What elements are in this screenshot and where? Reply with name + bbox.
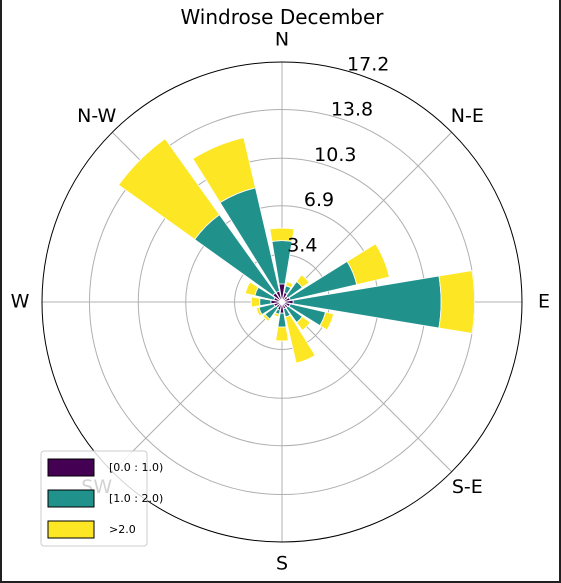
bars-layer <box>118 137 475 364</box>
outer-axis-circle <box>41 61 523 543</box>
grid-spoke-1 <box>281 131 453 303</box>
bar-sector-9-bin-2 <box>273 312 280 318</box>
bar-sector-15-bin-2 <box>192 137 256 204</box>
bar-sector-2-bin-2 <box>296 274 310 288</box>
bar-sector-1-bin-2 <box>285 281 294 289</box>
bar-sector-13-bin-2 <box>244 281 259 297</box>
legend-swatch-2 <box>47 520 95 539</box>
bar-sector-12-bin-2 <box>250 296 261 308</box>
radial-tick-labels: 3.4 6.9 10.3 13.8 17.2 <box>287 54 389 257</box>
bar-sector-5-bin-2 <box>319 311 335 331</box>
grid-spoke-5 <box>111 301 283 473</box>
direction-labels: NN-EES-ESSWWN-W <box>11 29 550 575</box>
direction-label-s: S <box>276 553 288 575</box>
frame-border-right <box>559 0 561 583</box>
legend-swatch-0 <box>47 458 95 477</box>
direction-label-n: N <box>275 29 289 51</box>
legend-swatch-1 <box>47 489 95 508</box>
radial-tick-label: 13.8 <box>331 98 373 120</box>
bar-sector-10-bin-2 <box>262 313 271 322</box>
bar-sector-6-bin-2 <box>296 316 311 331</box>
legend-label-1: [1.0 : 2.0) <box>109 492 163 505</box>
radial-tick-label: 10.3 <box>314 144 356 166</box>
chart-title: Windrose December <box>180 5 384 29</box>
bar-sector-11-bin-2 <box>255 306 263 317</box>
radial-tick-label: 17.2 <box>347 54 389 76</box>
radial-tick-label: 3.4 <box>287 235 317 257</box>
bar-sector-4-bin-2 <box>438 270 475 334</box>
frame-border-left <box>0 0 2 583</box>
bar-sector-0-bin-2 <box>269 227 295 242</box>
radial-tick-label: 6.9 <box>304 189 334 211</box>
direction-label-w: W <box>11 291 30 313</box>
direction-label-s-e: S-E <box>452 476 483 498</box>
bar-sector-7-bin-2 <box>284 314 316 364</box>
bar-sector-14-bin-2 <box>118 138 221 241</box>
frame-border-bottom <box>0 581 561 583</box>
direction-label-e: E <box>538 291 550 313</box>
bar-sector-3-bin-2 <box>346 243 390 286</box>
grid-spoke-3 <box>281 301 453 473</box>
direction-label-n-w: N-W <box>77 105 116 127</box>
bar-sector-8-bin-2 <box>275 326 289 342</box>
legend-label-0: [0.0 : 1.0) <box>109 461 163 474</box>
legend-label-2: >2.0 <box>109 523 136 536</box>
direction-label-n-e: N-E <box>451 105 484 127</box>
legend: [0.0 : 1.0) [1.0 : 2.0) >2.0 <box>40 450 163 547</box>
